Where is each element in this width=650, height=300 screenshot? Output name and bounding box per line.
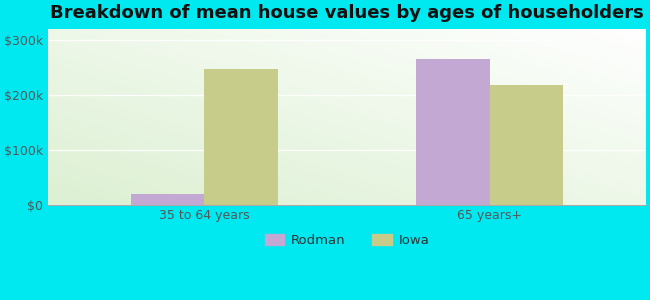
Bar: [205, 69, 278, 205]
Title: Breakdown of mean house values by ages of householders: Breakdown of mean house values by ages o…: [50, 4, 644, 22]
Bar: [131, 194, 205, 205]
Bar: [489, 85, 563, 205]
Bar: [416, 59, 489, 205]
Legend: Rodman, Iowa: Rodman, Iowa: [258, 228, 436, 254]
